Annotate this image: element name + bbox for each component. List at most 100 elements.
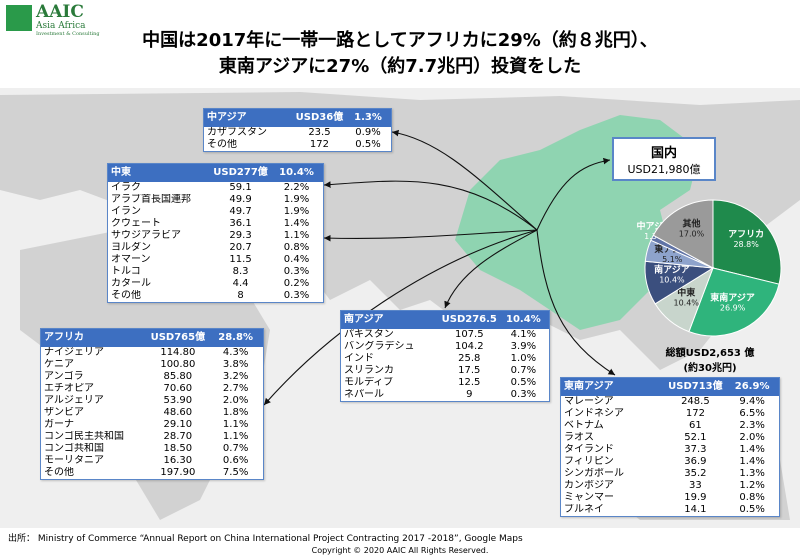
cell: 1.1%	[222, 431, 249, 442]
arrow	[263, 229, 538, 406]
table-row: カンボジア 33 1.2%	[561, 480, 779, 492]
header-cell: 28.8%	[218, 332, 253, 343]
cell: 53.90	[163, 395, 193, 406]
cell: 0.5%	[510, 377, 537, 388]
cell: 20.7	[229, 242, 252, 253]
cell: 1.3%	[739, 468, 765, 479]
table-row: スリランカ 17.5 0.7%	[341, 365, 549, 377]
cell: 197.90	[160, 467, 196, 478]
cell: ラオス	[564, 432, 594, 443]
table-row: イラン 49.7 1.9%	[108, 206, 323, 218]
cell: 0.5%	[355, 139, 381, 150]
table-row: オマーン 11.5 0.4%	[108, 254, 323, 266]
table-row: その他 172 0.5%	[204, 139, 391, 151]
cell: サウジアラビア	[111, 230, 181, 241]
table-row: アルジェリア 53.90 2.0%	[41, 395, 263, 407]
cell: 0.8%	[739, 492, 765, 503]
header-cell: アフリカ	[44, 332, 84, 343]
cell: 49.7	[229, 206, 252, 217]
table-row: ブルネイ 14.1 0.5%	[561, 504, 779, 516]
cell: 0.3%	[283, 266, 310, 277]
copyright: Copyright © 2020 AAIC All Rights Reserve…	[311, 546, 489, 555]
table-row: その他 8 0.3%	[108, 290, 323, 302]
table-row: コンゴ共和国 18.50 0.7%	[41, 443, 263, 455]
slice-label: 東南アジア	[710, 291, 755, 303]
header-cell: 1.3%	[354, 112, 382, 123]
total-line: 総額USD2,653 億	[665, 348, 755, 359]
arrow	[536, 157, 611, 231]
cell: モーリタニア	[44, 455, 104, 466]
cell: マレーシア	[564, 396, 614, 407]
total-line: (約30兆円)	[683, 363, 737, 374]
header-cell: 10.4%	[506, 314, 541, 325]
cell: 2.0%	[222, 395, 249, 406]
table-row: インド 25.8 1.0%	[341, 353, 549, 365]
table-row: ネパール 9 0.3%	[341, 389, 549, 401]
table-row: カザフスタン 23.5 0.9%	[204, 127, 391, 139]
cell: 3.2%	[222, 371, 249, 382]
cell: 4.1%	[510, 329, 537, 340]
slice-label: 其他	[683, 218, 701, 230]
cell: 107.5	[454, 329, 484, 340]
header-cell: USD276.5億	[441, 314, 497, 343]
header-cell: USD765億	[150, 332, 206, 343]
table-row: サウジアラビア 29.3 1.1%	[108, 230, 323, 242]
cell: パキスタン	[344, 329, 394, 340]
header-cell: 中東	[111, 167, 131, 178]
cell: 8	[237, 290, 244, 301]
header-cell: USD277億	[213, 167, 268, 178]
logo-icon	[6, 5, 32, 31]
table-row: フィリピン 36.9 1.4%	[561, 456, 779, 468]
cell: アンゴラ	[44, 371, 84, 382]
cell: 11.5	[229, 254, 252, 265]
cell: 3.9%	[510, 341, 537, 352]
cell: 19.9	[684, 492, 707, 503]
cell: 1.4%	[283, 218, 310, 229]
cell: 28.70	[163, 431, 193, 442]
cell: カタール	[111, 278, 151, 289]
cell: イラン	[111, 206, 141, 217]
cell: ベトナム	[564, 420, 604, 431]
cell: トルコ	[111, 266, 141, 277]
cell: 59.1	[229, 182, 252, 193]
arrow	[323, 229, 538, 242]
arrow	[444, 229, 538, 309]
cell: 0.7%	[510, 365, 537, 376]
table-row: モーリタニア 16.30 0.6%	[41, 455, 263, 467]
pie-slice	[712, 199, 782, 285]
table-row: ラオス 52.1 2.0%	[561, 432, 779, 444]
cell: 0.8%	[283, 242, 310, 253]
cell: コンゴ共和国	[44, 443, 104, 454]
cell: ケニア	[44, 359, 74, 370]
cell: ヨルダン	[111, 242, 151, 253]
cell: 0.5%	[739, 504, 765, 515]
table-row: ナイジェリア 114.80 4.3%	[41, 347, 263, 359]
cell: モルディブ	[344, 377, 394, 388]
cell: 1.8%	[222, 407, 249, 418]
domestic-amount: USD21,980億	[627, 163, 701, 176]
cell: ブルネイ	[564, 504, 604, 515]
cell: 16.30	[163, 455, 193, 466]
cell: エチオピア	[44, 383, 94, 394]
slice-label: 南アジア	[654, 264, 690, 276]
cell: バングラデシュ	[344, 341, 415, 352]
pie-slice	[652, 199, 714, 269]
slice-label: アフリカ	[728, 229, 764, 240]
table-row: ケニア 100.80 3.8%	[41, 359, 263, 371]
cell: 14.1	[684, 504, 707, 515]
slice-value-label: 17.0%	[679, 230, 705, 239]
cell: 36.1	[229, 218, 252, 229]
cell: 52.1	[684, 432, 707, 443]
cell: 23.5	[308, 127, 331, 138]
cell: 1.4%	[739, 444, 765, 455]
cell: 3.8%	[222, 359, 249, 370]
table: 南アジア USD276.5億 10.4% パキスタン 107.5 4.1% バングラデシュ 1…	[340, 310, 550, 402]
arrow	[536, 229, 616, 376]
header-cell: USD713億	[668, 381, 723, 392]
cell: 1.4%	[739, 456, 765, 467]
table-row: パキスタン 107.5 4.1%	[341, 329, 549, 341]
cell: 0.4%	[283, 254, 310, 265]
logo-name: AAIC	[36, 2, 84, 22]
cell: 4.4	[232, 278, 249, 289]
cell: 2.7%	[222, 383, 249, 394]
